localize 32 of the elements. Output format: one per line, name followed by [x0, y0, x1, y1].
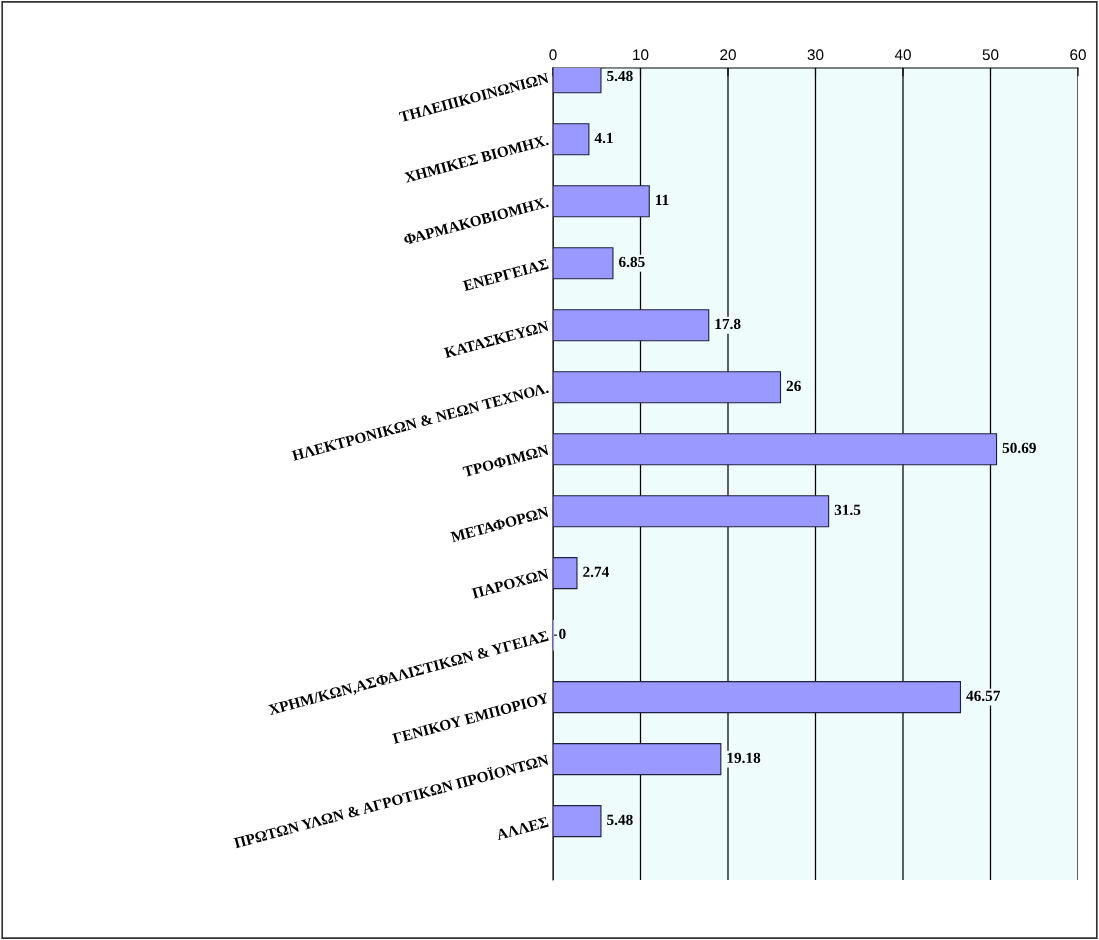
x-tick-label: 30 — [807, 49, 824, 61]
bar — [553, 557, 578, 590]
bar — [553, 123, 590, 156]
bar — [553, 433, 998, 466]
x-tick-label: 50 — [982, 49, 999, 61]
bar — [553, 743, 722, 776]
data-label: 46.57 — [966, 690, 1001, 702]
data-label: 17.8 — [715, 318, 741, 330]
bar — [553, 185, 650, 218]
x-tick-label: 60 — [1070, 49, 1086, 61]
x-tick-label: 40 — [894, 49, 911, 61]
x-tick-label: 0 — [549, 49, 557, 61]
data-label: 6.85 — [619, 256, 645, 268]
x-tick-label: 20 — [720, 49, 736, 61]
data-label: 11 — [656, 194, 669, 205]
data-label: 31.5 — [834, 504, 861, 516]
data-label: 26 — [786, 380, 801, 392]
y-tick-label: ΑΛΛΕΣ — [495, 816, 549, 840]
data-label: 0 — [559, 628, 566, 639]
data-label: 2.74 — [583, 566, 609, 578]
data-label: 5.48 — [607, 70, 633, 82]
bar — [553, 309, 710, 342]
data-label: 5.48 — [607, 814, 633, 826]
bar — [553, 371, 782, 404]
data-label: 50.69 — [1002, 442, 1036, 454]
data-label: 19.18 — [727, 752, 761, 764]
x-tick-label: 10 — [633, 49, 649, 61]
bar — [553, 805, 602, 838]
bar — [553, 247, 614, 280]
bar — [553, 495, 830, 528]
data-label: 4.1 — [594, 132, 613, 144]
bar — [553, 681, 962, 714]
